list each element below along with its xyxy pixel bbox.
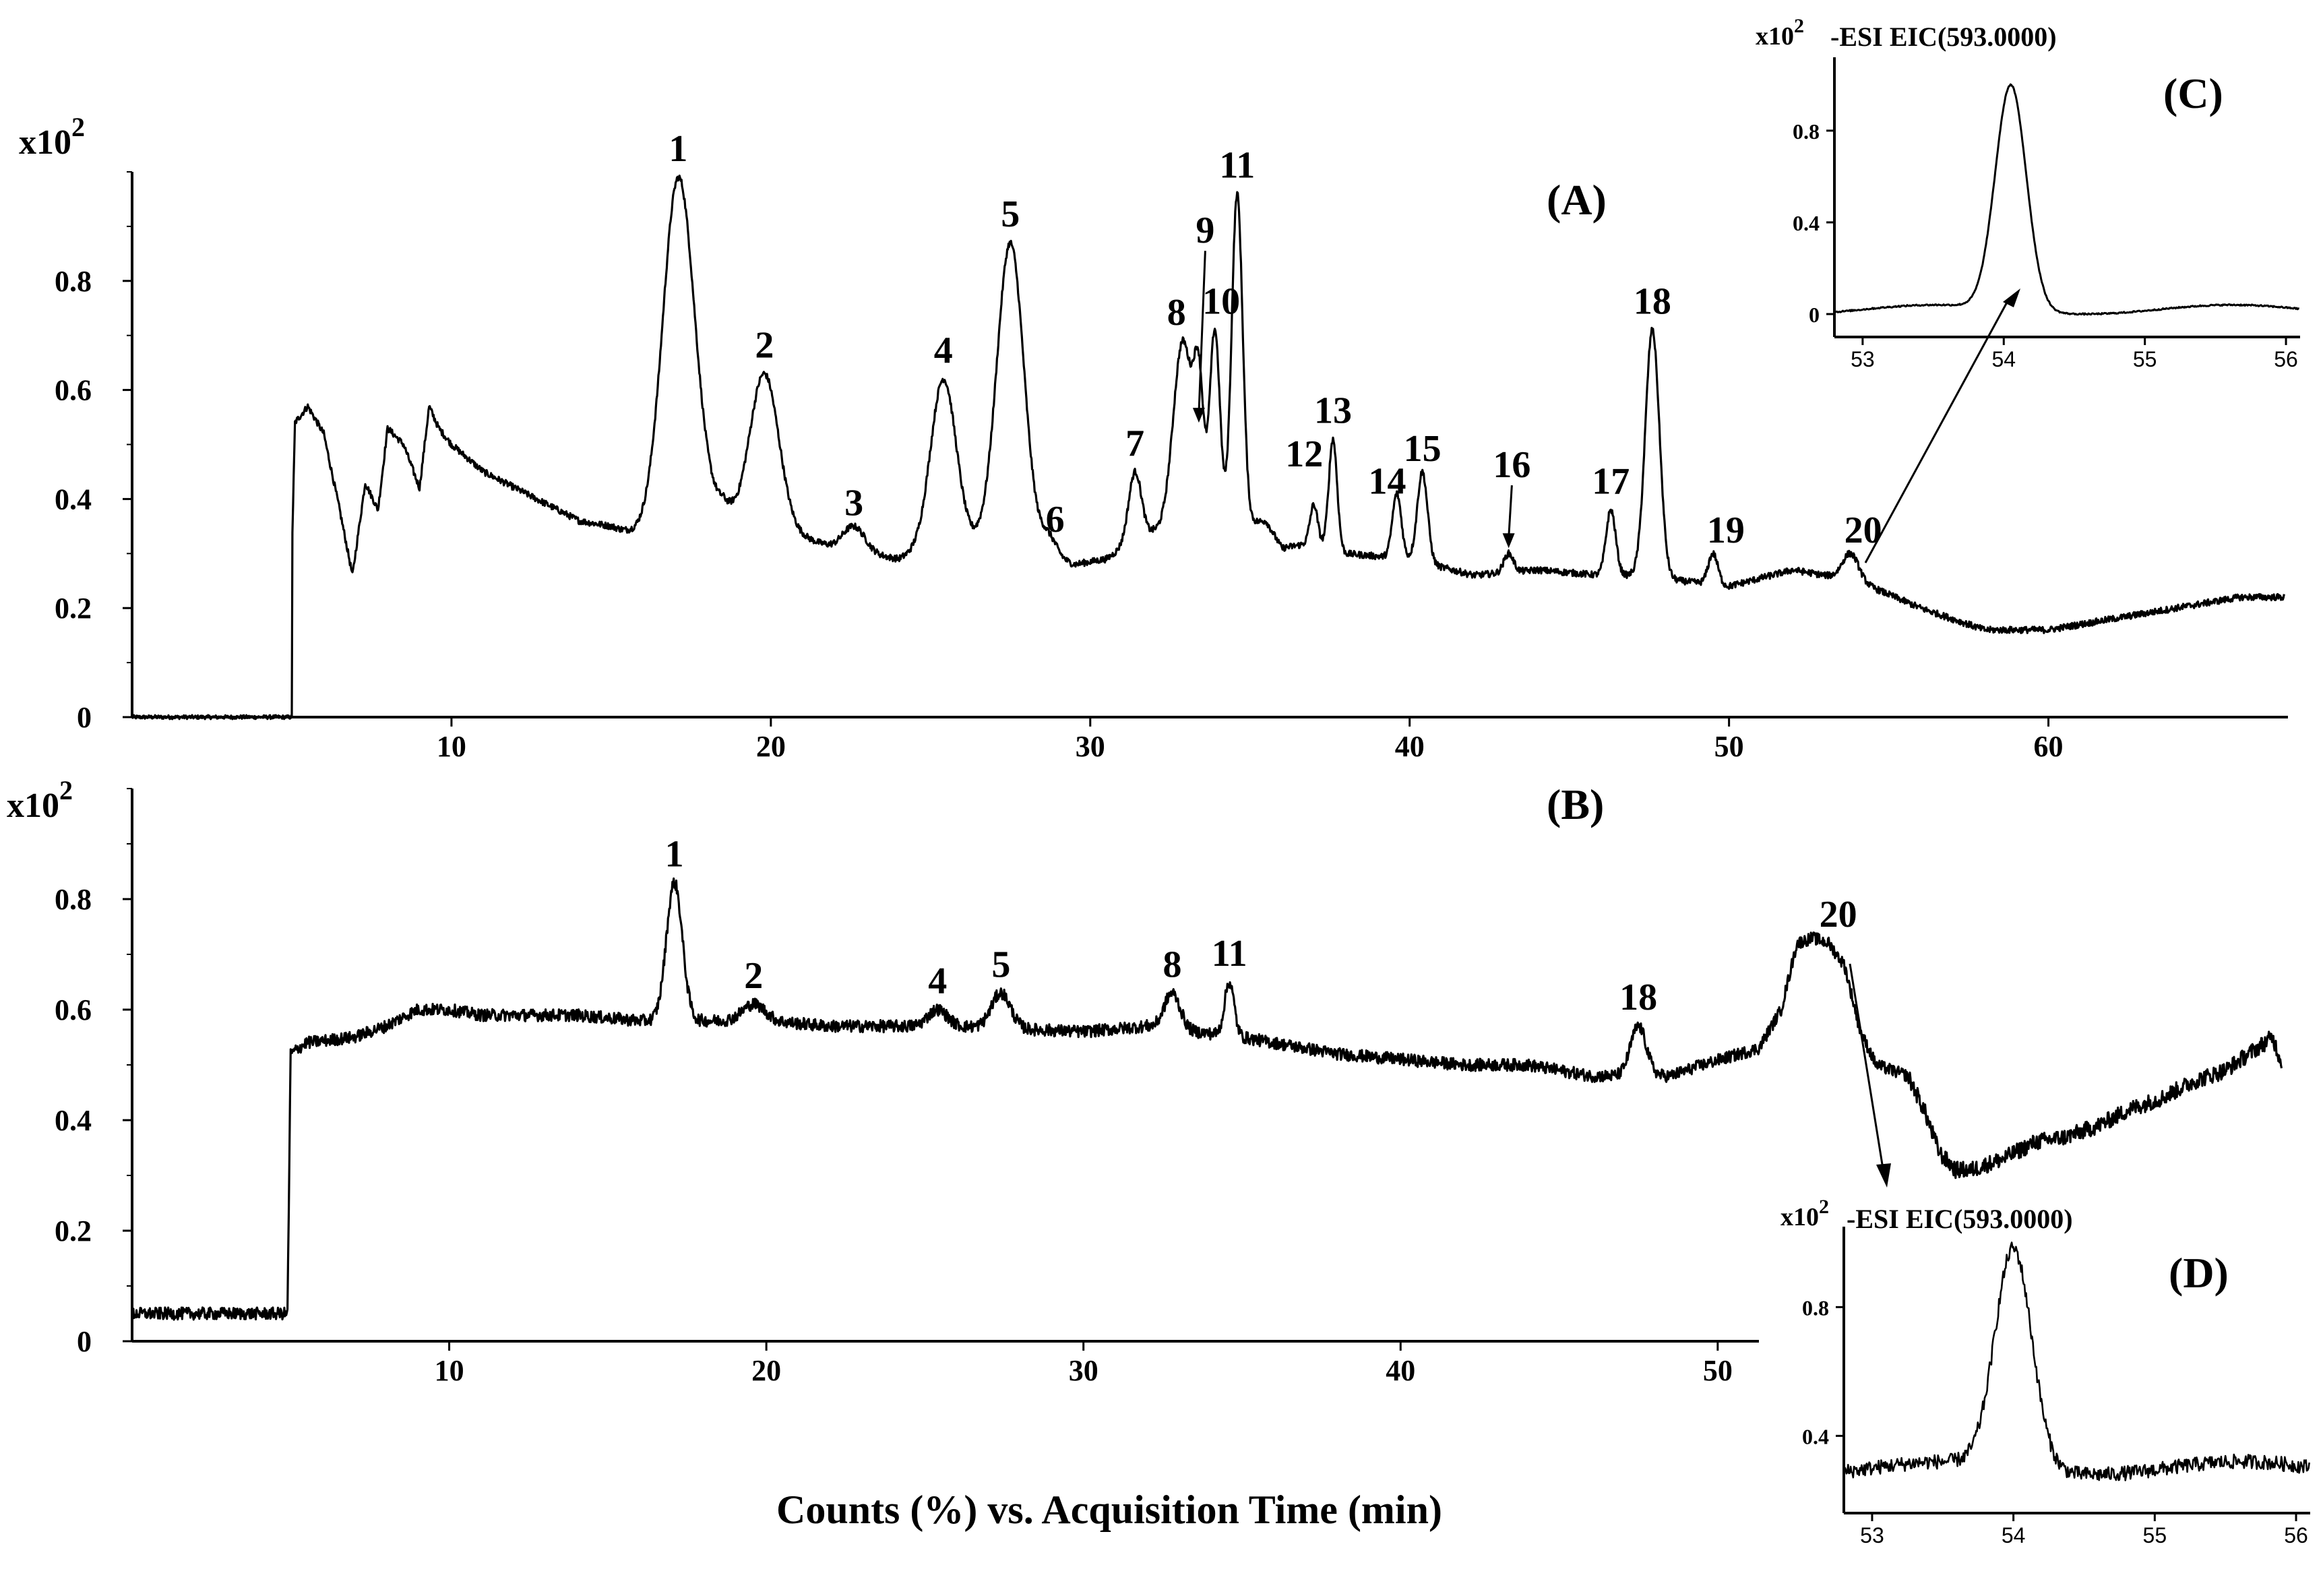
- arrow-b-to-d-head: [1876, 1163, 1891, 1188]
- x-tick-label: 54: [2002, 1523, 2026, 1547]
- inset-d-title: -ESI EIC(593.0000): [1847, 1204, 2073, 1234]
- x-tick-label: 30: [1076, 730, 1105, 763]
- x-tick-label: 53: [1851, 347, 1875, 371]
- inset-c-y-multiplier: x102: [1756, 15, 1804, 51]
- x-tick-label: 53: [1860, 1523, 1884, 1547]
- x-tick-label: 50: [1703, 1354, 1733, 1387]
- panel-b-label: (B): [1547, 780, 1604, 828]
- y-tick-label: 0.2: [55, 1215, 92, 1248]
- peak-label-11: 11: [1219, 144, 1255, 186]
- x-tick-label: 30: [1069, 1354, 1098, 1387]
- x-tick-label: 10: [437, 730, 466, 763]
- peak-label-4: 4: [934, 330, 953, 371]
- inset-d-trace: [1842, 1241, 2310, 1481]
- x-tick-label: 20: [756, 730, 786, 763]
- x-tick-label: 40: [1386, 1354, 1415, 1387]
- peak-label-2: 2: [755, 324, 774, 366]
- x-tick-label: 56: [2284, 1523, 2308, 1547]
- y-tick-label: 0.2: [55, 592, 92, 625]
- x-tick-label: 50: [1714, 730, 1744, 763]
- x-tick-label: 56: [2274, 347, 2298, 371]
- panel-b-ticks: 10 20 30 40 50 0 0.2 0.4 0.6 0.8: [55, 788, 1733, 1387]
- inset-c-title: -ESI EIC(593.0000): [1830, 22, 2057, 52]
- x-axis-title: Counts (%) vs. Acquisition Time (min): [776, 1487, 1442, 1532]
- y-tick-label: 0.6: [55, 374, 92, 407]
- peak-label-3: 3: [844, 483, 863, 524]
- panel-a-trace: [131, 175, 2285, 720]
- peak-label-18: 18: [1619, 977, 1657, 1018]
- y-tick-label: 0.4: [55, 1104, 92, 1137]
- inset-arrows: [1849, 288, 2020, 1188]
- x-tick-label: 55: [2143, 1523, 2167, 1547]
- panel-b-peak-labels: 1 2 4 5 8 11 18 20: [665, 833, 1857, 1018]
- inset-d-ticks: 53 54 55 56 0.4 0.8: [1802, 1295, 2308, 1547]
- inset-c-ticks: 53 54 55 56 0 0.4 0.8: [1793, 119, 2298, 371]
- arrow-a-to-c-head: [2003, 288, 2020, 307]
- panel-b: 10 20 30 40 50 0 0.2 0.4 0.6 0.8 1 2 4 5 8 11 18 20 x102…: [7, 775, 2283, 1387]
- peak-label-20: 20: [1845, 510, 1882, 551]
- inset-d-label: (D): [2169, 1249, 2229, 1297]
- x-tick-label: 60: [2034, 730, 2064, 763]
- peak-label-2: 2: [744, 955, 763, 997]
- peak-label-14: 14: [1369, 460, 1406, 502]
- peak-label-11: 11: [1212, 933, 1247, 975]
- peak-label-20: 20: [1820, 894, 1857, 935]
- y-tick-label: 0.4: [55, 483, 92, 516]
- x-tick-label: 40: [1395, 730, 1425, 763]
- peak-arrow-head-16: [1502, 533, 1515, 549]
- peak-label-12: 12: [1285, 433, 1323, 475]
- y-tick-label: 0.4: [1802, 1424, 1829, 1448]
- inset-c-trace: [1834, 83, 2299, 316]
- x-tick-label: 54: [1991, 347, 2016, 371]
- panel-b-trace: [131, 877, 2283, 1321]
- x-tick-label: 20: [751, 1354, 781, 1387]
- panel-b-y-multiplier: x102: [7, 775, 73, 825]
- x-tick-label: 10: [435, 1354, 464, 1387]
- y-tick-label: 0: [77, 701, 92, 734]
- peak-label-6: 6: [1046, 499, 1065, 541]
- y-tick-label: 0.6: [55, 993, 92, 1026]
- peak-arrow-16: [1508, 485, 1513, 539]
- peak-label-10: 10: [1202, 281, 1240, 323]
- y-tick-label: 0.8: [55, 265, 92, 298]
- inset-d: 53 54 55 56 0.4 0.8 x102 -ESI EIC(593.0000) (…: [1780, 1196, 2310, 1547]
- y-tick-label: 0.4: [1793, 211, 1820, 235]
- peak-arrow-head-9: [1192, 408, 1205, 423]
- peak-label-18: 18: [1634, 281, 1671, 323]
- arrow-a-to-c: [1864, 299, 2010, 563]
- inset-c-label: (C): [2163, 69, 2223, 117]
- inset-d-y-multiplier: x102: [1780, 1196, 1829, 1231]
- panel-a-label: (A): [1547, 176, 1607, 224]
- y-tick-label: 0.8: [1802, 1295, 1829, 1320]
- peak-label-1: 1: [665, 833, 684, 875]
- x-tick-label: 55: [2133, 347, 2157, 371]
- peak-label-8: 8: [1163, 944, 1181, 985]
- peak-label-15: 15: [1404, 428, 1442, 470]
- peak-label-5: 5: [991, 944, 1010, 985]
- y-tick-label: 0.8: [1793, 119, 1820, 144]
- peak-label-13: 13: [1314, 390, 1352, 431]
- arrow-b-to-d: [1849, 963, 1885, 1173]
- peak-label-4: 4: [928, 960, 947, 1002]
- peak-label-17: 17: [1592, 461, 1630, 503]
- peak-label-1: 1: [669, 128, 687, 170]
- peak-label-19: 19: [1707, 510, 1745, 551]
- y-tick-label: 0: [77, 1325, 92, 1358]
- y-tick-label: 0: [1809, 303, 1820, 327]
- peak-arrow-9: [1198, 251, 1206, 414]
- peak-label-9: 9: [1196, 210, 1214, 251]
- peak-label-8: 8: [1167, 292, 1186, 334]
- y-tick-label: 0.8: [55, 883, 92, 916]
- peak-label-5: 5: [1001, 193, 1020, 235]
- peak-label-16: 16: [1493, 444, 1530, 486]
- peak-label-7: 7: [1125, 423, 1144, 464]
- panel-a-y-multiplier: x102: [19, 112, 85, 162]
